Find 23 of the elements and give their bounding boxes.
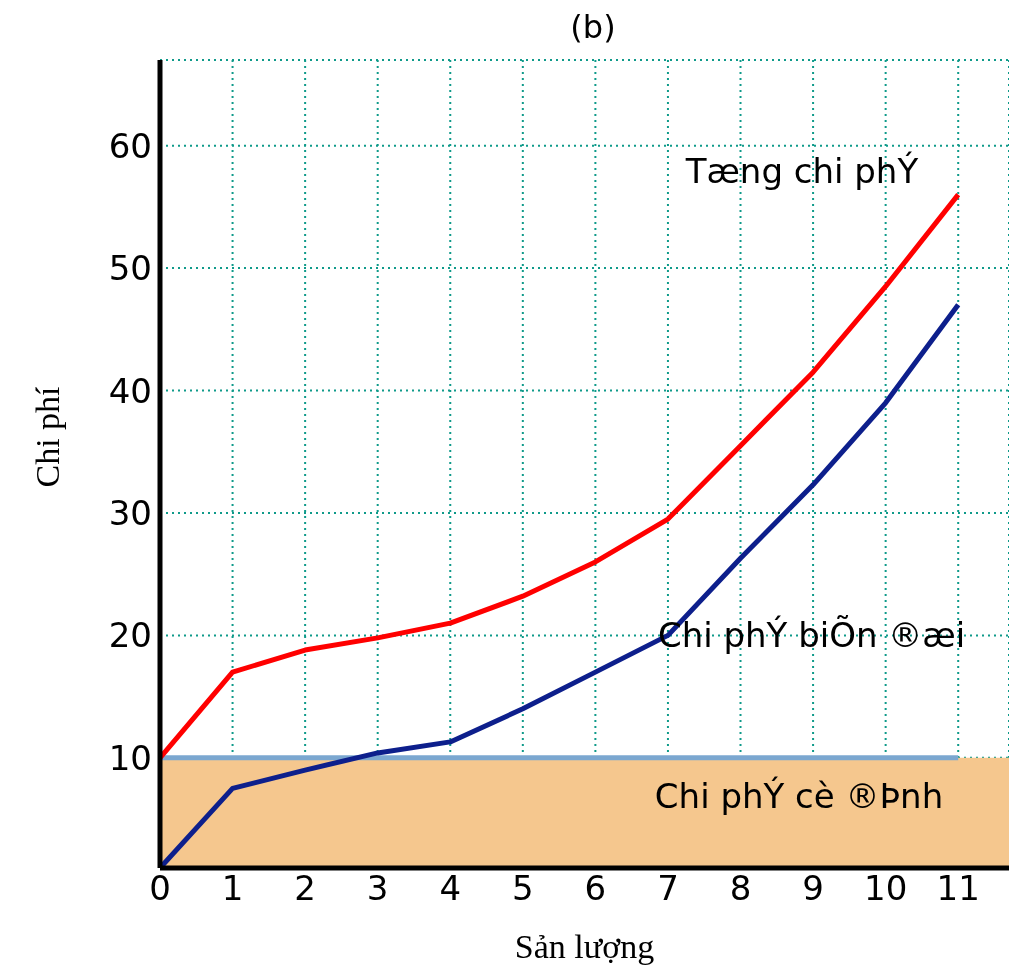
y-tick-label: 50 (108, 248, 152, 289)
x-tick-label: 5 (512, 868, 534, 909)
x-axis-title: Sản lượng (513, 928, 656, 966)
y-tick-label: 20 (108, 615, 152, 656)
series-label: Chi phÝ cè ®Þnh (654, 775, 944, 816)
x-tick-label: 0 (149, 868, 171, 909)
x-tick-label: 4 (439, 868, 462, 909)
x-tick-label: 8 (729, 868, 752, 909)
x-tick-label: 2 (294, 868, 316, 909)
x-tick-label: 1 (221, 868, 244, 909)
y-tick-label: 40 (108, 370, 152, 411)
y-tick-label: 10 (108, 737, 152, 778)
x-tick-label: 10 (864, 868, 908, 909)
y-axis-title: Chi phí (29, 385, 67, 490)
x-tick-label: 3 (366, 868, 389, 909)
series-label: Tæng chi phÝ (684, 150, 919, 191)
y-tick-label: 30 (108, 493, 152, 534)
x-tick-label: 7 (657, 868, 679, 909)
x-tick-label: 6 (584, 868, 607, 909)
x-tick-label: 11 (936, 868, 980, 909)
chart-title: (b) (569, 8, 617, 46)
x-tick-label: 9 (802, 868, 824, 909)
y-tick-label: 60 (108, 125, 152, 166)
